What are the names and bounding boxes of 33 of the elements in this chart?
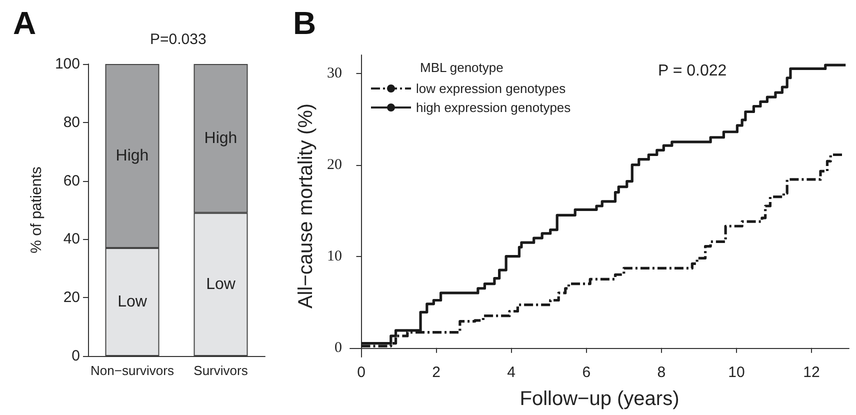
- y-tick-label: 40: [63, 230, 80, 248]
- series-label: High: [116, 147, 149, 164]
- x-tick-label: 0: [357, 364, 366, 381]
- x-tick-label: 8: [657, 364, 666, 381]
- x-axis-title: Follow−up (years): [520, 388, 680, 410]
- x-tick-label: 6: [582, 364, 591, 381]
- y-tick-label: 100: [54, 56, 80, 72]
- y-axis-title: % of patients: [28, 166, 46, 254]
- y-tick-label: 0: [72, 348, 80, 364]
- legend-label: high expression genotypes: [416, 100, 572, 115]
- text: P=0.033: [150, 31, 206, 48]
- x-tick-label: 4: [507, 364, 516, 381]
- y-tick-label: 0: [334, 340, 342, 356]
- legend-label: low expression genotypes: [416, 81, 566, 96]
- text: Low: [206, 276, 236, 293]
- x-tick-label: 12: [803, 364, 820, 381]
- chart-title: A: [13, 5, 36, 41]
- legend-title: MBL genotype: [420, 60, 504, 75]
- y-tick-label: 80: [63, 114, 80, 131]
- y-axis-title: All−cause mortality (%): [295, 103, 318, 309]
- chart-title: B: [293, 5, 316, 41]
- series-label: Low: [118, 293, 148, 310]
- text: High: [204, 130, 238, 147]
- y-tick-label: 20: [63, 289, 80, 306]
- y-tick-label: 30: [327, 65, 342, 82]
- x-tick-label: Non−survivors: [90, 363, 174, 378]
- y-tick-label: 20: [327, 156, 342, 173]
- y-tick-label: 10: [327, 248, 342, 264]
- annotation: P = 0.022: [658, 62, 727, 80]
- x-tick-label: Survivors: [194, 363, 248, 378]
- x-tick-label: 2: [432, 364, 440, 381]
- x-tick-label: 10: [728, 364, 745, 381]
- y-tick-label: 60: [63, 172, 80, 190]
